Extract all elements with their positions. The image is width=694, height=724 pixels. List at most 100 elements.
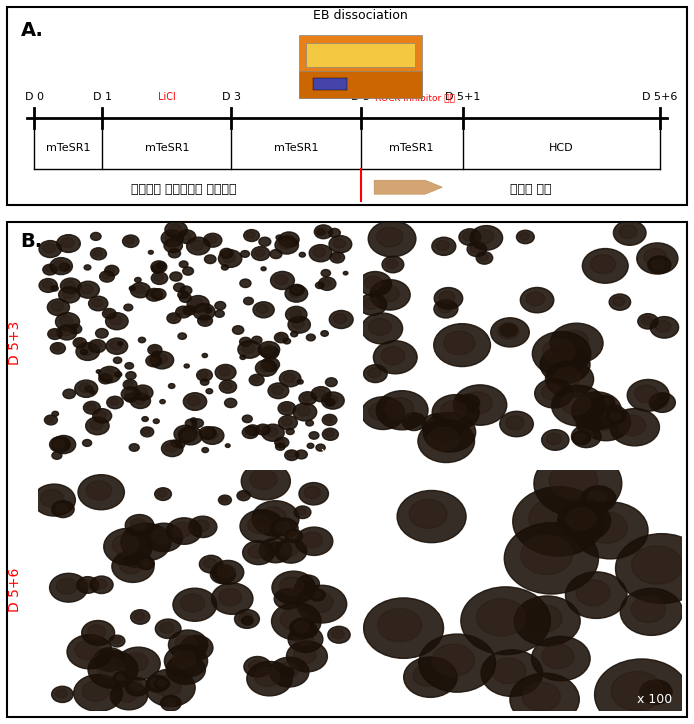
Circle shape <box>176 306 191 318</box>
Text: ROCK inhibitor 처리: ROCK inhibitor 처리 <box>375 93 455 102</box>
Circle shape <box>276 522 291 533</box>
Circle shape <box>145 523 183 552</box>
Circle shape <box>325 395 338 405</box>
Circle shape <box>281 404 291 411</box>
Circle shape <box>155 619 181 639</box>
Circle shape <box>477 599 526 636</box>
Text: D 5+6: D 5+6 <box>642 92 677 102</box>
Circle shape <box>294 506 311 518</box>
Circle shape <box>39 240 62 258</box>
Text: D 5+1: D 5+1 <box>445 92 480 102</box>
Circle shape <box>60 278 81 293</box>
Circle shape <box>296 527 333 555</box>
Circle shape <box>60 316 73 326</box>
Circle shape <box>183 430 196 440</box>
Circle shape <box>246 232 255 238</box>
Circle shape <box>173 588 217 621</box>
Circle shape <box>160 623 174 634</box>
Circle shape <box>146 288 162 301</box>
Circle shape <box>542 644 574 668</box>
Circle shape <box>631 597 666 623</box>
Circle shape <box>126 371 136 379</box>
Circle shape <box>96 411 106 419</box>
Circle shape <box>181 232 191 240</box>
Circle shape <box>321 269 330 277</box>
Circle shape <box>158 490 167 497</box>
Circle shape <box>620 589 682 636</box>
Circle shape <box>124 390 135 397</box>
Circle shape <box>33 484 76 516</box>
Circle shape <box>516 230 534 244</box>
Circle shape <box>434 300 458 318</box>
Circle shape <box>50 258 72 274</box>
Circle shape <box>136 387 147 396</box>
Circle shape <box>119 556 142 573</box>
Circle shape <box>167 241 178 249</box>
Circle shape <box>293 403 316 421</box>
Circle shape <box>316 229 325 235</box>
Circle shape <box>244 298 253 305</box>
Circle shape <box>133 385 153 400</box>
Circle shape <box>532 636 590 681</box>
Circle shape <box>297 575 319 592</box>
Circle shape <box>199 555 223 573</box>
Circle shape <box>169 630 208 660</box>
Circle shape <box>178 426 203 445</box>
Circle shape <box>279 232 299 248</box>
Circle shape <box>178 230 196 243</box>
Circle shape <box>86 481 112 500</box>
Text: D 5+6: D 5+6 <box>8 568 22 613</box>
Text: x 40: x 40 <box>321 693 348 706</box>
Text: A.: A. <box>21 21 44 40</box>
Circle shape <box>540 345 590 384</box>
Circle shape <box>305 592 333 613</box>
Circle shape <box>422 413 454 437</box>
Text: D 0: D 0 <box>25 92 44 102</box>
Circle shape <box>183 306 196 315</box>
Circle shape <box>611 671 663 711</box>
FancyBboxPatch shape <box>299 35 422 98</box>
Circle shape <box>274 589 301 609</box>
Circle shape <box>432 237 456 256</box>
Circle shape <box>250 469 277 489</box>
Circle shape <box>369 319 391 335</box>
Circle shape <box>170 272 182 281</box>
Circle shape <box>82 620 115 645</box>
Circle shape <box>232 326 244 334</box>
Circle shape <box>260 507 286 526</box>
Circle shape <box>271 272 294 290</box>
Circle shape <box>619 415 646 436</box>
Circle shape <box>151 272 168 285</box>
Circle shape <box>222 250 230 256</box>
Circle shape <box>124 379 137 390</box>
Circle shape <box>322 428 339 440</box>
Circle shape <box>52 501 74 518</box>
Circle shape <box>75 641 100 660</box>
Circle shape <box>56 313 80 331</box>
Circle shape <box>593 395 615 411</box>
Circle shape <box>110 341 121 350</box>
Circle shape <box>377 227 403 247</box>
Circle shape <box>423 413 475 452</box>
Circle shape <box>257 305 269 313</box>
Circle shape <box>252 336 262 344</box>
Circle shape <box>81 350 87 355</box>
Circle shape <box>53 345 61 351</box>
Circle shape <box>165 222 187 238</box>
Circle shape <box>434 287 463 309</box>
Circle shape <box>269 542 282 552</box>
Circle shape <box>261 358 280 371</box>
Circle shape <box>116 674 124 680</box>
Circle shape <box>634 385 658 403</box>
Circle shape <box>214 568 228 578</box>
Circle shape <box>640 680 672 704</box>
FancyArrow shape <box>374 180 442 194</box>
Circle shape <box>260 518 267 523</box>
Circle shape <box>138 557 154 570</box>
Circle shape <box>476 252 493 264</box>
Circle shape <box>81 285 93 293</box>
Circle shape <box>364 598 443 658</box>
Circle shape <box>110 398 119 405</box>
Circle shape <box>283 374 295 382</box>
Circle shape <box>262 424 285 441</box>
